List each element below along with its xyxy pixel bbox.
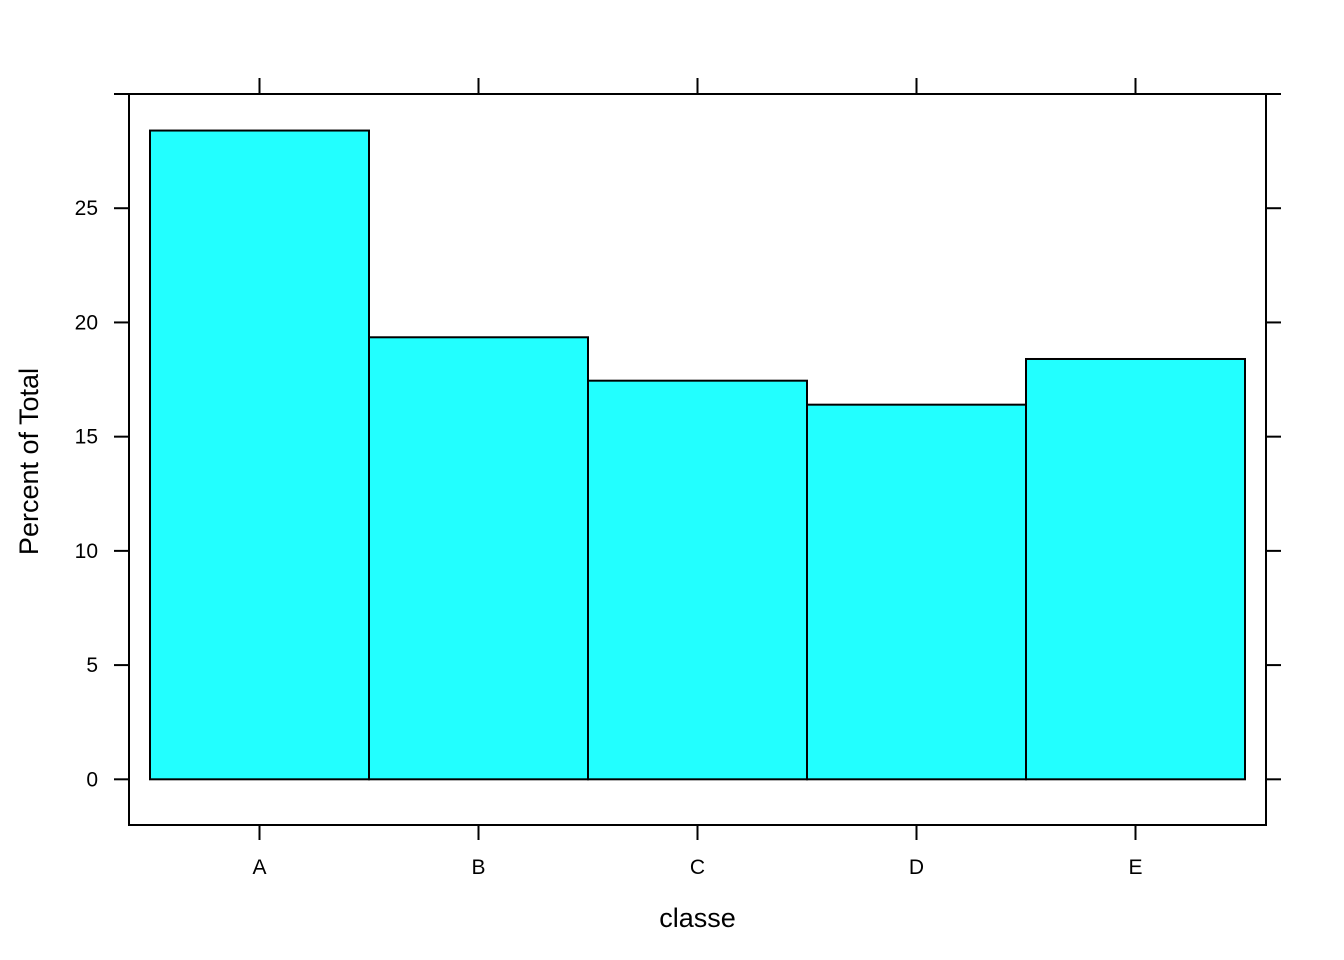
y-tick-label-20: 20 [75, 311, 98, 334]
y-tick-label-25: 25 [75, 197, 98, 220]
bar-A [149, 129, 370, 781]
y-tick-label-10: 10 [75, 540, 98, 563]
y-axis-title: Percent of Total [14, 368, 44, 555]
bar-C [587, 379, 808, 781]
x-tick-label-A: A [252, 856, 266, 879]
y-tick-label-5: 5 [86, 654, 98, 677]
bars-group [149, 129, 1246, 781]
x-tick-label-C: C [690, 856, 705, 879]
tick-labels-group: A B C D E 0 5 10 15 20 25 [75, 197, 1143, 879]
ticks-group [114, 78, 1281, 840]
x-tick-label-D: D [909, 856, 924, 879]
bar-E [1025, 357, 1246, 781]
bar-B [368, 336, 589, 781]
plot-frame [128, 93, 1267, 826]
y-tick-label-0: 0 [86, 768, 98, 791]
y-tick-label-15: 15 [75, 426, 98, 449]
bar-D [806, 403, 1027, 781]
x-tick-label-E: E [1128, 856, 1142, 879]
x-tick-label-B: B [471, 856, 485, 879]
x-axis-title: classe [659, 903, 736, 933]
